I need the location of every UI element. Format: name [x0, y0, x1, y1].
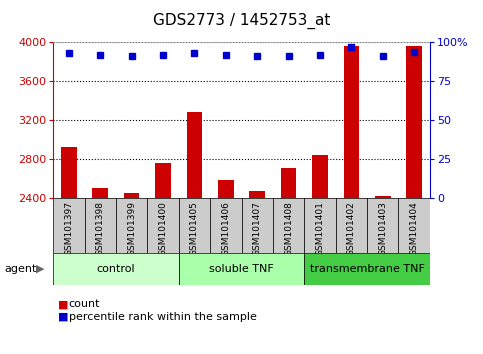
Bar	[343, 46, 359, 198]
Bar	[336, 198, 367, 253]
Text: GSM101404: GSM101404	[410, 201, 419, 256]
Bar	[92, 188, 108, 198]
Bar	[242, 198, 273, 253]
Bar	[249, 192, 265, 198]
Bar	[53, 198, 85, 253]
Bar	[273, 198, 304, 253]
Text: GSM101401: GSM101401	[315, 201, 325, 256]
Text: soluble TNF: soluble TNF	[209, 264, 274, 274]
Text: control: control	[97, 264, 135, 274]
Bar	[186, 112, 202, 198]
Bar	[304, 198, 336, 253]
Text: percentile rank within the sample: percentile rank within the sample	[69, 312, 256, 322]
Text: GSM101403: GSM101403	[378, 201, 387, 256]
Text: ■: ■	[58, 299, 69, 309]
Text: count: count	[69, 299, 100, 309]
Bar	[281, 168, 297, 198]
Text: GSM101397: GSM101397	[64, 201, 73, 256]
Bar	[218, 180, 234, 198]
Text: transmembrane TNF: transmembrane TNF	[310, 264, 425, 274]
Bar	[312, 155, 328, 198]
Bar	[367, 198, 398, 253]
Text: GSM101406: GSM101406	[221, 201, 230, 256]
Bar	[155, 163, 171, 198]
Text: GSM101398: GSM101398	[96, 201, 105, 256]
Text: GSM101407: GSM101407	[253, 201, 262, 256]
Text: GSM101402: GSM101402	[347, 201, 356, 256]
Bar	[179, 253, 304, 285]
Bar	[147, 198, 179, 253]
Bar	[210, 198, 242, 253]
Text: GSM101408: GSM101408	[284, 201, 293, 256]
Bar	[398, 198, 430, 253]
Bar	[375, 196, 391, 198]
Bar	[61, 147, 77, 198]
Text: ■: ■	[58, 312, 69, 322]
Bar	[116, 198, 147, 253]
Bar	[53, 253, 179, 285]
Bar	[85, 198, 116, 253]
Bar	[304, 253, 430, 285]
Bar	[179, 198, 210, 253]
Text: agent: agent	[5, 264, 37, 274]
Text: ▶: ▶	[36, 264, 45, 274]
Text: GSM101400: GSM101400	[158, 201, 168, 256]
Bar	[124, 193, 140, 198]
Text: GDS2773 / 1452753_at: GDS2773 / 1452753_at	[153, 13, 330, 29]
Text: GSM101405: GSM101405	[190, 201, 199, 256]
Text: GSM101399: GSM101399	[127, 201, 136, 256]
Bar	[406, 46, 422, 198]
